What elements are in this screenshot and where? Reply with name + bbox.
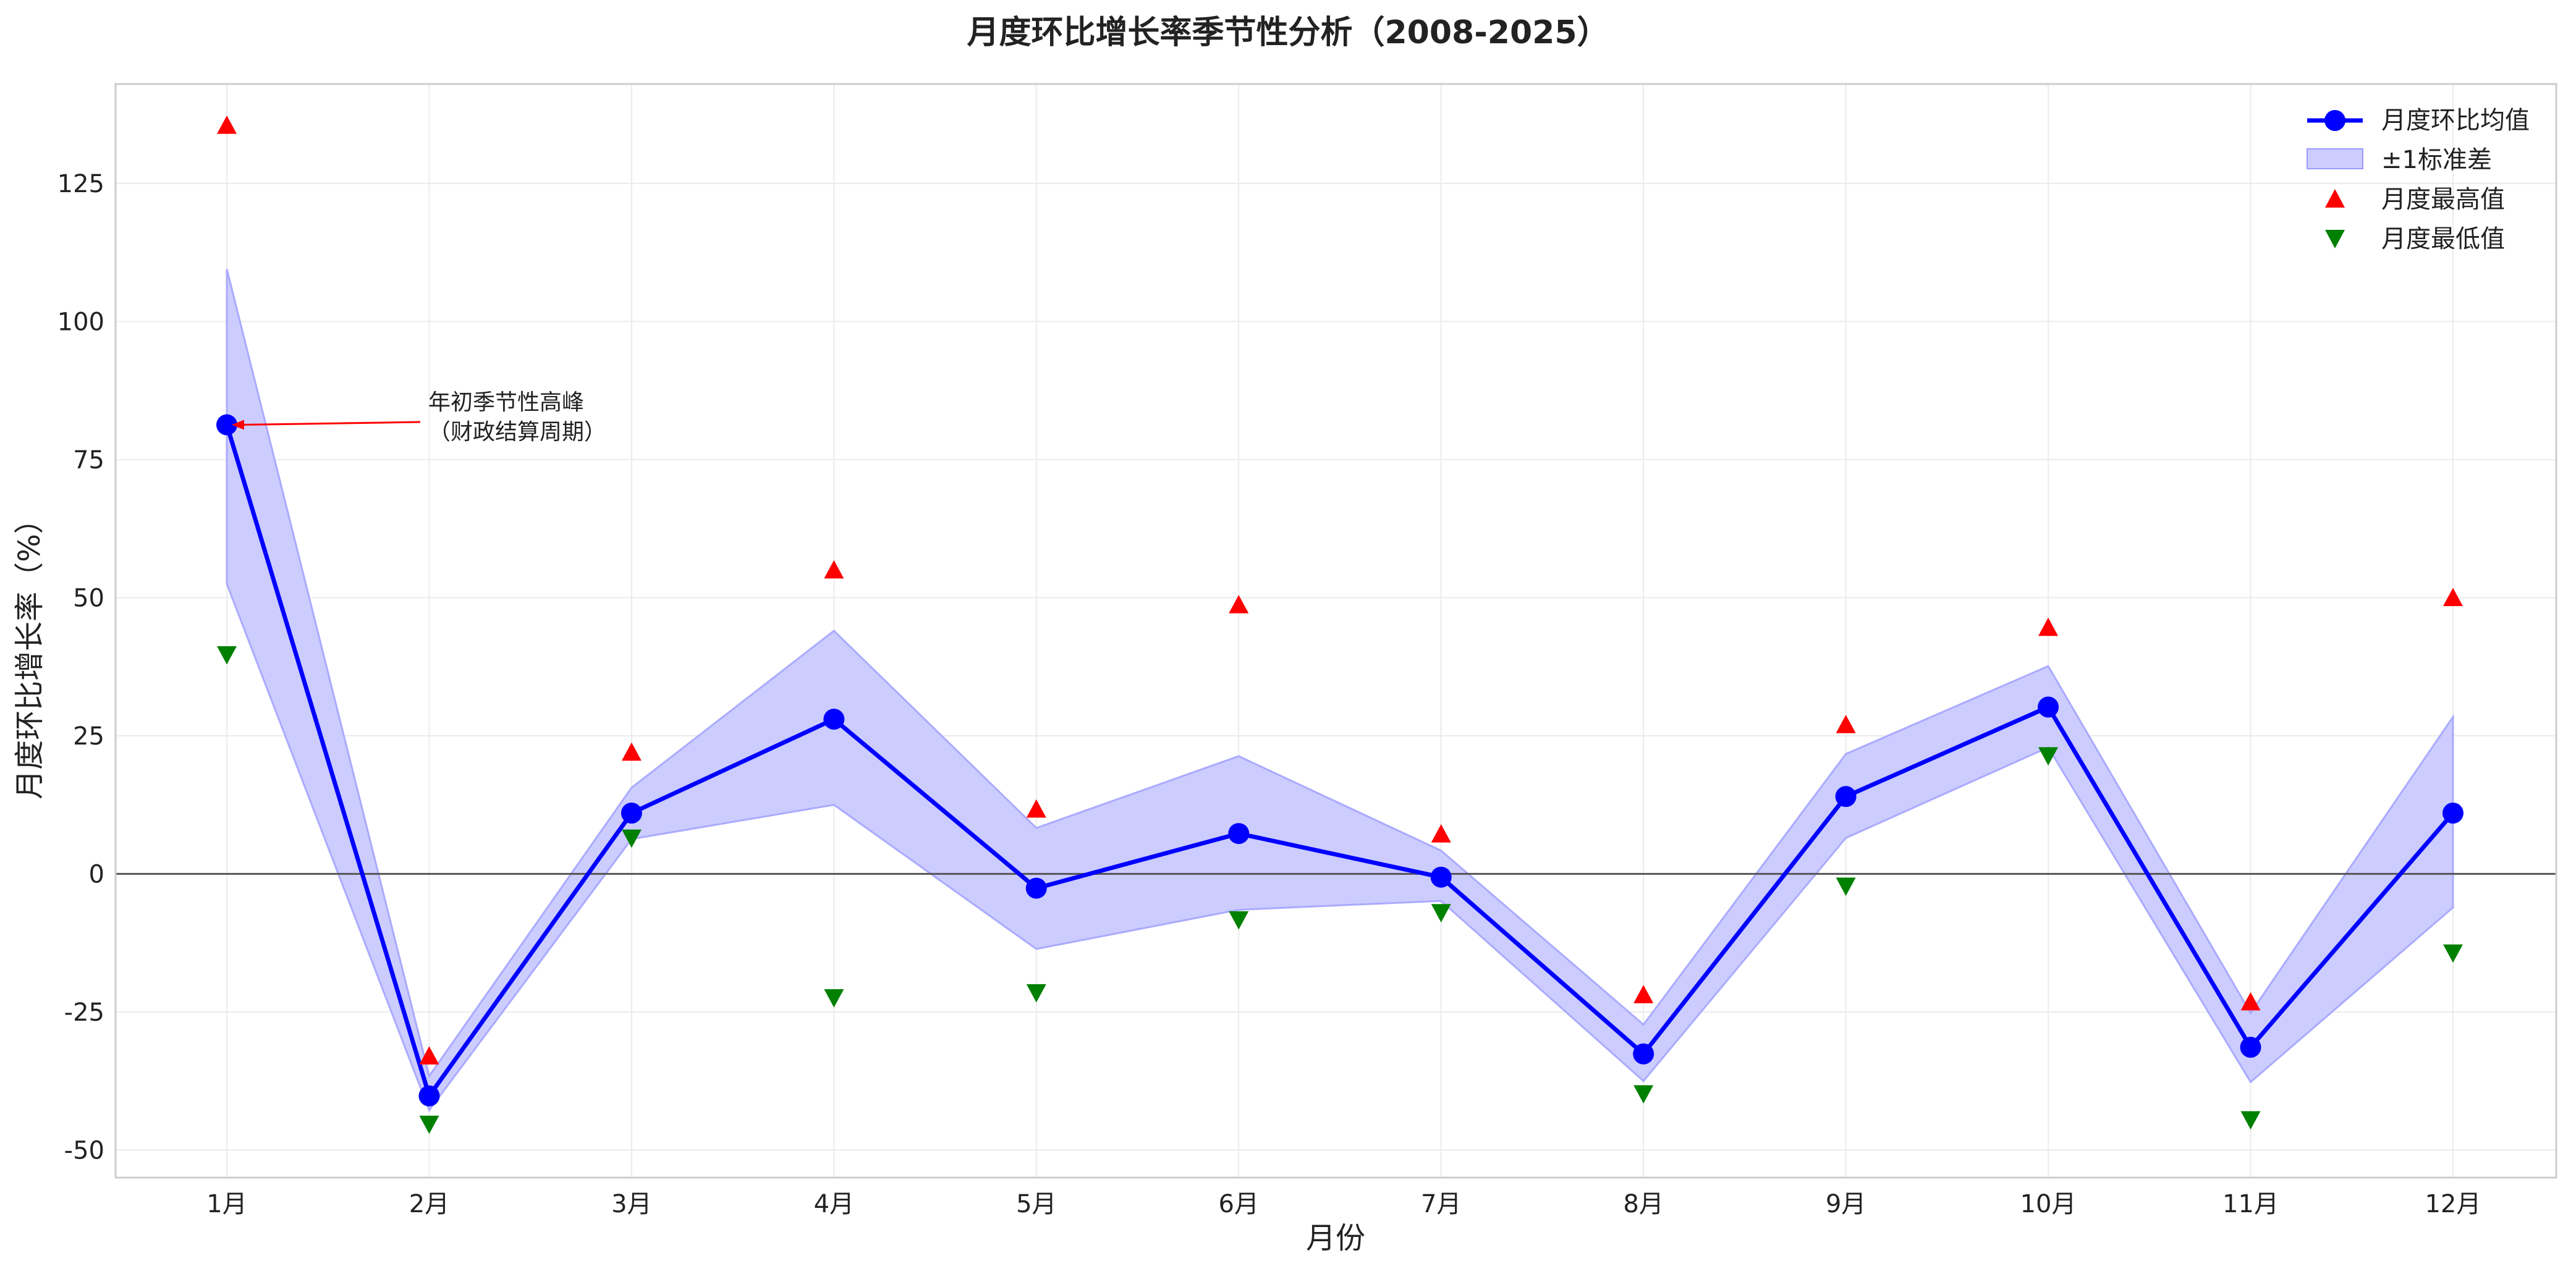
x-tick-label: 11月	[2222, 1190, 2279, 1218]
mean-point	[2240, 1037, 2261, 1058]
legend-mean-label: 月度环比均值	[2381, 106, 2530, 135]
min-marker	[1431, 904, 1451, 922]
x-tick-label: 12月	[2425, 1190, 2481, 1218]
x-tick-label: 6月	[1219, 1190, 1259, 1218]
mean-point	[1430, 866, 1452, 888]
annotation-text-line1: 年初季节性高峰	[428, 390, 584, 415]
x-axis-label: 月份	[1306, 1221, 1365, 1255]
y-axis-label: 月度环比增长率（%）	[12, 504, 47, 799]
min-marker	[419, 1115, 439, 1134]
legend-band-label: ±1标准差	[2381, 146, 2492, 174]
min-marker	[1026, 984, 1046, 1003]
annotation-text-line2: （财政结算周期）	[428, 420, 606, 445]
y-tick-label: 125	[57, 170, 104, 198]
y-tick-label: 25	[73, 722, 104, 751]
min-marker	[2038, 747, 2059, 766]
y-tick-label: -50	[64, 1136, 104, 1165]
mean-point	[418, 1085, 440, 1107]
min-marker	[217, 646, 237, 665]
std-band-area	[226, 269, 2454, 1113]
legend-item-max: 月度最高值	[2325, 185, 2505, 214]
y-tick-label: 0	[89, 860, 104, 888]
std-band-layer	[226, 269, 2454, 1113]
axis-layer: -50 -25 0 25 50 75 100 125 1月 2月 3月 4月 5月 6月 7月 8月 9月 10月…	[57, 170, 2481, 1218]
mean-point	[823, 709, 845, 730]
x-tick-label: 9月	[1826, 1190, 1866, 1218]
max-marker	[2443, 588, 2463, 606]
mean-point	[621, 803, 642, 824]
max-marker	[1229, 594, 1249, 614]
mean-point	[1228, 823, 1250, 845]
max-marker	[1633, 985, 1654, 1003]
max-marker	[2240, 992, 2261, 1011]
mean-point	[2038, 696, 2059, 718]
y-tick-label: 50	[73, 584, 104, 612]
x-tick-label: 5月	[1016, 1190, 1056, 1218]
x-tick-label: 3月	[611, 1190, 651, 1218]
min-marker	[1229, 911, 1249, 930]
max-marker	[824, 560, 844, 579]
chart-title: 月度环比增长率季节性分析（2008-2025）	[967, 14, 1609, 51]
min-marker	[1633, 1085, 1654, 1104]
mean-point	[216, 414, 237, 436]
annotation-arrow	[241, 421, 421, 426]
y-tick-label: 100	[57, 308, 104, 336]
min-marker	[2240, 1111, 2261, 1130]
max-marker	[621, 742, 642, 761]
max-marker	[2038, 617, 2059, 636]
legend-max-label: 月度最高值	[2381, 185, 2505, 214]
mean-series-line	[224, 424, 2455, 1099]
legend-item-mean: 月度环比均值	[2307, 106, 2530, 135]
min-marker	[2443, 944, 2463, 963]
max-marker	[1026, 799, 1046, 818]
y-tick-label: -25	[64, 998, 104, 1027]
extreme-marker-layer	[217, 116, 2463, 1134]
plot-frame	[114, 83, 2557, 1179]
x-tick-label: 10月	[2020, 1190, 2077, 1218]
legend-band-swatch-icon	[2307, 148, 2363, 169]
max-marker	[1836, 714, 1856, 733]
x-tick-label: 4月	[814, 1190, 854, 1218]
annotation-arrow-head	[232, 420, 244, 430]
mean-line-layer	[216, 414, 2464, 1107]
mean-point	[1025, 877, 1047, 899]
legend-max-triangle-icon	[2325, 189, 2345, 208]
max-marker	[217, 116, 237, 134]
min-marker	[621, 829, 642, 848]
y-tick-label: 75	[73, 446, 104, 475]
legend-min-triangle-icon	[2325, 230, 2345, 248]
x-tick-label: 1月	[206, 1190, 247, 1218]
legend-item-min: 月度最低值	[2325, 225, 2505, 253]
x-tick-label: 8月	[1623, 1190, 1663, 1218]
max-marker	[1431, 824, 1451, 843]
legend-min-label: 月度最低值	[2381, 225, 2505, 253]
x-tick-label: 2月	[409, 1190, 449, 1218]
legend-item-band: ±1标准差	[2307, 146, 2492, 174]
min-marker	[1836, 877, 1856, 896]
min-marker	[824, 989, 844, 1008]
mean-point	[1835, 786, 1857, 808]
annotation: 年初季节性高峰 （财政结算周期）	[232, 390, 606, 445]
mean-point	[2442, 803, 2464, 824]
legend: 月度环比均值 ±1标准差 月度最高值 月度最低值	[2307, 106, 2530, 253]
x-tick-label: 7月	[1421, 1190, 1461, 1218]
max-marker	[419, 1046, 439, 1065]
legend-mean-marker-icon	[2324, 110, 2345, 131]
mean-point	[1633, 1043, 1654, 1065]
